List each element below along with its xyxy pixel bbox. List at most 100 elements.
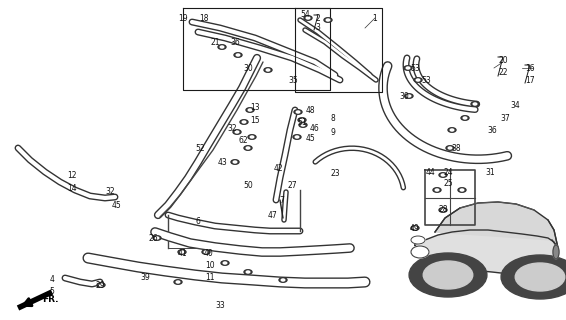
Circle shape: [414, 78, 422, 82]
Circle shape: [266, 69, 270, 71]
Circle shape: [279, 278, 287, 282]
Circle shape: [460, 189, 464, 191]
Circle shape: [293, 135, 301, 139]
Circle shape: [439, 173, 447, 177]
Text: 9: 9: [331, 127, 336, 137]
Circle shape: [441, 174, 445, 176]
Circle shape: [441, 209, 445, 211]
Text: 53: 53: [410, 63, 420, 73]
Text: 14: 14: [67, 183, 77, 193]
Circle shape: [299, 123, 307, 127]
Circle shape: [99, 284, 103, 286]
Text: 24: 24: [443, 167, 453, 177]
Circle shape: [231, 160, 239, 164]
Text: 30: 30: [243, 63, 253, 73]
Text: 48: 48: [305, 106, 315, 115]
Circle shape: [153, 236, 161, 240]
Text: 16: 16: [525, 63, 535, 73]
Circle shape: [218, 45, 226, 49]
Text: 8: 8: [331, 114, 336, 123]
Circle shape: [406, 67, 410, 69]
Text: 26: 26: [148, 234, 158, 243]
Circle shape: [448, 147, 452, 149]
Circle shape: [248, 109, 252, 111]
Text: 49: 49: [410, 223, 420, 233]
Text: 13: 13: [250, 102, 260, 111]
Circle shape: [411, 226, 419, 230]
Text: 21: 21: [210, 37, 220, 46]
Text: 12: 12: [67, 171, 77, 180]
Text: 38: 38: [451, 143, 461, 153]
Text: 10: 10: [205, 260, 215, 269]
Text: 4: 4: [50, 276, 54, 284]
Circle shape: [324, 18, 332, 22]
Text: 29: 29: [95, 281, 105, 290]
Circle shape: [446, 146, 454, 150]
Circle shape: [223, 262, 227, 264]
Circle shape: [240, 120, 248, 124]
Circle shape: [301, 124, 305, 126]
Circle shape: [405, 94, 413, 98]
Circle shape: [463, 117, 467, 119]
Circle shape: [458, 188, 466, 192]
Text: 43: 43: [217, 157, 227, 166]
Text: 5: 5: [50, 287, 54, 297]
Circle shape: [246, 147, 250, 149]
Circle shape: [295, 136, 299, 138]
Text: 45: 45: [305, 133, 315, 142]
Text: 45: 45: [111, 201, 121, 210]
Text: 42: 42: [273, 164, 283, 172]
Circle shape: [235, 131, 239, 133]
Ellipse shape: [411, 246, 429, 258]
Text: 19: 19: [178, 13, 188, 22]
Circle shape: [264, 68, 272, 72]
Text: 47: 47: [267, 211, 277, 220]
Text: 32: 32: [227, 124, 237, 132]
Circle shape: [326, 19, 330, 21]
Text: 44: 44: [425, 167, 435, 177]
Circle shape: [473, 103, 477, 105]
Text: 1: 1: [372, 13, 378, 22]
Text: 50: 50: [243, 180, 253, 189]
Text: 62: 62: [238, 135, 248, 145]
Circle shape: [407, 95, 411, 97]
Circle shape: [244, 270, 252, 274]
Text: 28: 28: [438, 205, 448, 214]
Text: 34: 34: [510, 100, 520, 109]
Circle shape: [409, 253, 487, 297]
Circle shape: [204, 251, 208, 253]
Text: 54: 54: [300, 10, 310, 19]
Circle shape: [220, 46, 224, 48]
Circle shape: [450, 129, 454, 131]
Circle shape: [236, 54, 240, 56]
Text: 35: 35: [288, 76, 298, 84]
Circle shape: [471, 102, 479, 106]
Circle shape: [404, 66, 412, 70]
Text: 15: 15: [250, 116, 260, 124]
Text: 22: 22: [498, 68, 508, 76]
Text: 17: 17: [525, 76, 535, 84]
Text: 6: 6: [196, 218, 200, 227]
Polygon shape: [415, 230, 558, 275]
Circle shape: [416, 79, 420, 81]
Circle shape: [178, 250, 186, 254]
Text: 3: 3: [316, 22, 320, 31]
Circle shape: [294, 110, 302, 114]
Circle shape: [180, 251, 184, 253]
Text: 18: 18: [199, 13, 209, 22]
Text: 46: 46: [310, 124, 320, 132]
Circle shape: [433, 188, 441, 192]
Text: 20: 20: [498, 55, 508, 65]
Text: 51: 51: [297, 117, 307, 126]
Circle shape: [242, 121, 246, 123]
Text: 23: 23: [330, 169, 340, 178]
Text: 32: 32: [105, 188, 115, 196]
Text: 36: 36: [487, 125, 497, 134]
Circle shape: [244, 146, 252, 150]
Circle shape: [515, 263, 565, 291]
Circle shape: [221, 261, 229, 265]
Circle shape: [202, 250, 210, 254]
Circle shape: [448, 128, 456, 132]
Circle shape: [233, 161, 237, 163]
Circle shape: [176, 281, 180, 283]
